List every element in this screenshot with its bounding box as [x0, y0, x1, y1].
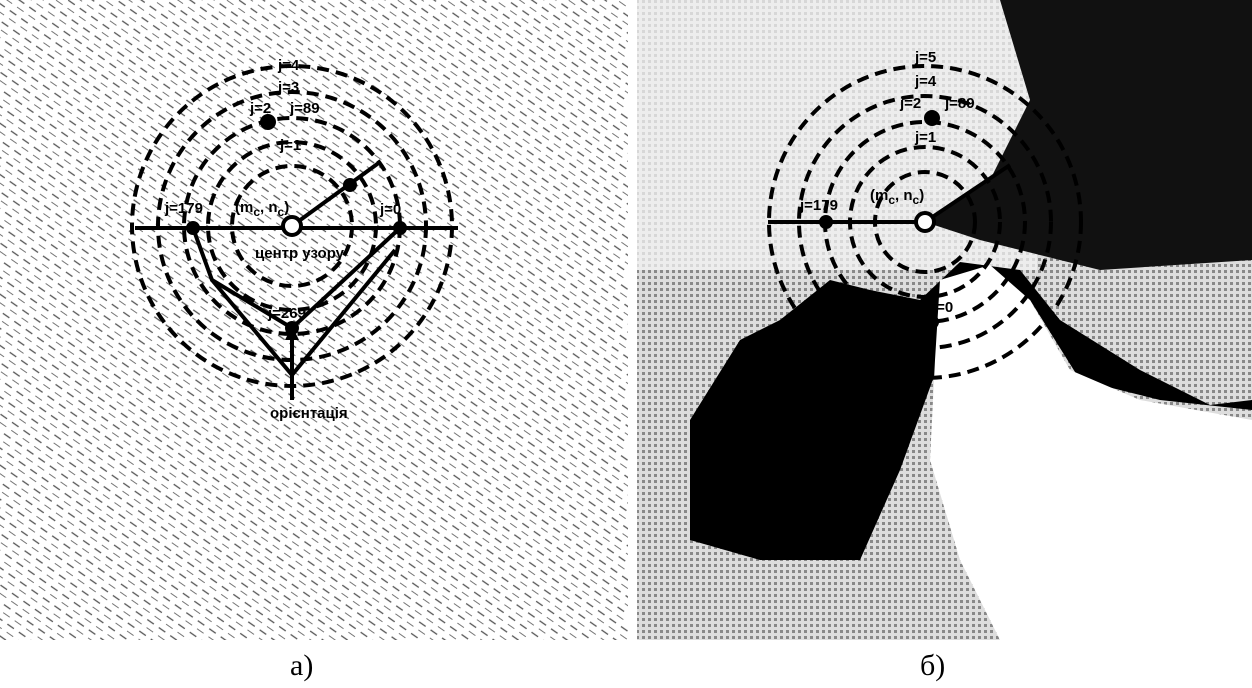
ring-label: j=89: [944, 95, 975, 112]
point-label: j=269: [267, 305, 306, 322]
center-point: [283, 217, 301, 235]
t: (m: [870, 187, 888, 204]
ring-label: j=5: [914, 49, 936, 66]
fingerprint-background: [0, 0, 628, 640]
point: [925, 315, 939, 329]
center-point: [916, 213, 934, 231]
ring-label: j=2: [899, 95, 921, 112]
ring-label: j=4: [277, 57, 300, 74]
t: , n: [895, 187, 913, 204]
caption: б): [920, 649, 945, 682]
ring-label: j=4: [914, 73, 937, 90]
point: [393, 221, 407, 235]
ring-label: j=89: [289, 100, 320, 117]
point-label: j=179: [799, 197, 838, 214]
ring-label: j=2: [249, 100, 271, 117]
t: ): [284, 199, 289, 216]
orientation-label: орієнтація: [270, 405, 348, 422]
ring-label: j=1: [914, 129, 936, 146]
point-label: j=0: [931, 299, 953, 316]
page: j=4 j=3 j=2 j=89 j=1 j=179 j=0 j=269 цен…: [0, 0, 1252, 688]
point: [819, 215, 833, 229]
t: ): [919, 187, 924, 204]
point: [924, 110, 940, 126]
point-label: j=179: [164, 200, 203, 217]
caption: а): [290, 649, 313, 682]
ring-label: j=3: [277, 79, 299, 96]
point: [343, 178, 357, 192]
point: [285, 321, 299, 335]
point: [186, 221, 200, 235]
panel-b: j=5 j=4 j=2 j=89 j=1 j=179 j=0 (mc, nc): [637, 0, 1252, 640]
t: (m: [235, 199, 253, 216]
t: , n: [260, 199, 278, 216]
center-label: центр узору: [255, 245, 345, 262]
figure: j=4 j=3 j=2 j=89 j=1 j=179 j=0 j=269 цен…: [0, 0, 1252, 688]
point-label: j=0: [379, 201, 401, 218]
ring-label: j=1: [279, 137, 301, 154]
